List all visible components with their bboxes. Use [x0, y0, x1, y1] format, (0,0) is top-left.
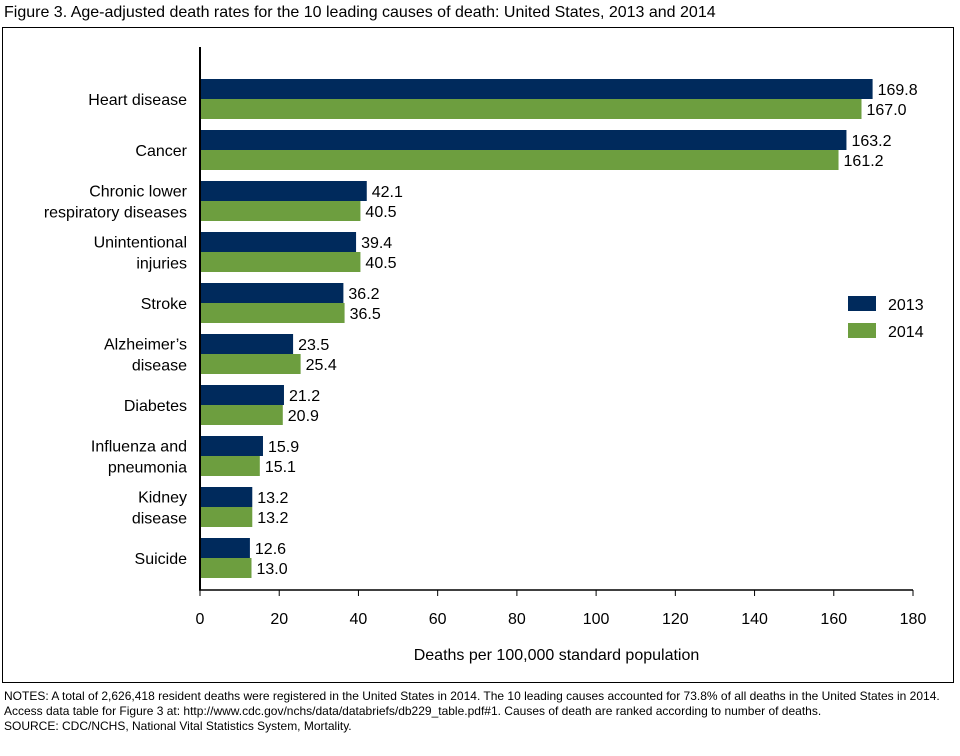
x-tick-label: 60 [429, 611, 447, 628]
data-label: 20.9 [288, 408, 319, 425]
data-label: 40.5 [365, 204, 396, 221]
x-tick-label: 160 [820, 611, 847, 628]
category-label: Influenza and [91, 439, 187, 456]
data-label: 13.0 [256, 561, 287, 578]
bar-2014 [200, 252, 361, 272]
x-tick-label: 20 [270, 611, 288, 628]
bar-2013 [200, 334, 294, 354]
bar-2014 [200, 405, 283, 425]
category-label: disease [132, 511, 187, 528]
bar-2014 [200, 456, 260, 476]
data-label: 161.2 [844, 153, 884, 170]
data-label: 36.2 [348, 286, 379, 303]
bar-2013 [200, 181, 367, 201]
category-label: Unintentional [94, 235, 187, 252]
bar-2014 [200, 303, 345, 323]
x-tick-label: 100 [583, 611, 610, 628]
bar-2013 [200, 232, 357, 252]
data-label: 15.1 [265, 459, 296, 476]
data-label: 25.4 [306, 357, 337, 374]
bar-2013 [200, 436, 263, 456]
data-label: 12.6 [255, 541, 286, 558]
category-label: Cancer [135, 143, 187, 160]
category-label: Kidney [138, 490, 187, 507]
data-label: 23.5 [298, 337, 329, 354]
x-axis-title: Deaths per 100,000 standard population [414, 647, 700, 664]
bar-2014 [200, 354, 301, 374]
data-label: 36.5 [350, 306, 381, 323]
notes-text: NOTES: A total of 2,626,418 resident dea… [4, 689, 940, 718]
x-tick-label: 40 [350, 611, 368, 628]
legend-swatch-2014 [848, 323, 876, 338]
category-label: Diabetes [124, 398, 187, 415]
category-label: Chronic lower [89, 184, 187, 201]
bar-2014 [200, 150, 839, 170]
bar-2013 [200, 385, 284, 405]
data-label: 169.8 [878, 82, 918, 99]
category-label: injuries [136, 256, 187, 273]
bar-2013 [200, 130, 847, 150]
data-label: 13.2 [257, 490, 288, 507]
data-label: 42.1 [372, 184, 403, 201]
bar-2013 [200, 79, 873, 99]
data-label: 39.4 [361, 235, 392, 252]
chart-frame [2, 27, 954, 683]
data-label: 167.0 [867, 102, 907, 119]
category-label: disease [132, 358, 187, 375]
bar-2013 [200, 283, 344, 303]
data-label: 163.2 [851, 133, 891, 150]
category-label: respiratory diseases [44, 205, 187, 222]
source-text: SOURCE: CDC/NCHS, National Vital Statist… [4, 719, 352, 733]
data-label: 40.5 [365, 255, 396, 272]
bar-2014 [200, 558, 252, 578]
bar-2014 [200, 99, 862, 119]
bar-2013 [200, 487, 253, 507]
legend-swatch-2013 [848, 296, 876, 311]
bar-2013 [200, 538, 250, 558]
x-tick-label: 80 [508, 611, 526, 628]
x-tick-label: 120 [662, 611, 689, 628]
x-tick-label: 140 [741, 611, 768, 628]
bar-2014 [200, 507, 253, 527]
data-label: 15.9 [268, 439, 299, 456]
category-label: Alzheimer’s [104, 337, 187, 354]
category-label: Suicide [135, 551, 188, 568]
category-label: pneumonia [108, 460, 187, 477]
legend-label: 2014 [888, 324, 924, 341]
bar-2014 [200, 201, 361, 221]
bar-chart: 169.8 167.0 Heart disease 163.2 161.2 Cancer 4… [44, 47, 927, 664]
x-tick-label: 180 [900, 611, 927, 628]
category-label: Heart disease [88, 92, 187, 109]
x-tick-label: 0 [196, 611, 205, 628]
data-label: 13.2 [257, 510, 288, 527]
notes-block: NOTES: A total of 2,626,418 resident dea… [4, 689, 954, 734]
data-label: 21.2 [289, 388, 320, 405]
category-label: Stroke [141, 296, 187, 313]
figure-title: Figure 3. Age-adjusted death rates for t… [4, 4, 716, 21]
legend-label: 2013 [888, 297, 924, 314]
